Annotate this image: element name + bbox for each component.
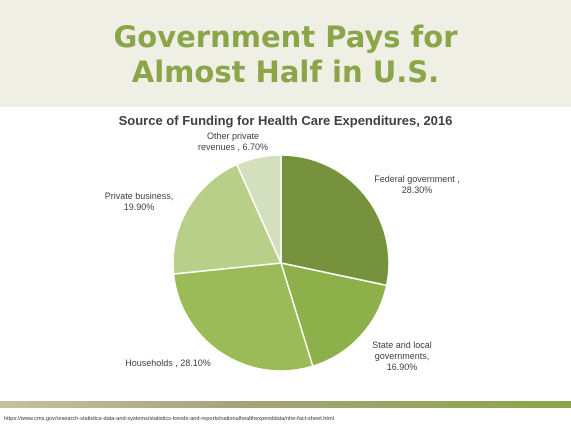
source-url: https://www.cms.gov/research-statistics-… (4, 416, 334, 422)
pie-slice-households (172, 262, 314, 372)
slice-label-other-private: Other private revenues , 6.70% (197, 131, 269, 152)
slice-label-households: Households , 28.10% (125, 358, 211, 368)
pie-slice-federal-government (280, 154, 390, 287)
slice-label-federal-government: Federal government , 28.30% (374, 174, 460, 195)
title-band (0, 0, 571, 107)
slice-label-state-and-local: State and local governments, 16.90% (372, 340, 432, 372)
footer-bar (0, 401, 571, 408)
pie-slice-other-private (235, 154, 282, 264)
chart-title: Source of Funding for Health Care Expend… (118, 113, 453, 128)
title-line-1: Government Pays for (113, 20, 458, 54)
slide-title: Government Pays for Almost Half in U.S. (0, 20, 571, 90)
pie-slice-state-and-local (279, 262, 388, 368)
slice-label-private-business: Private business, 19.90% (104, 191, 174, 212)
title-line-2: Almost Half in U.S. (131, 55, 440, 89)
pie-slice-private-business (172, 163, 283, 275)
